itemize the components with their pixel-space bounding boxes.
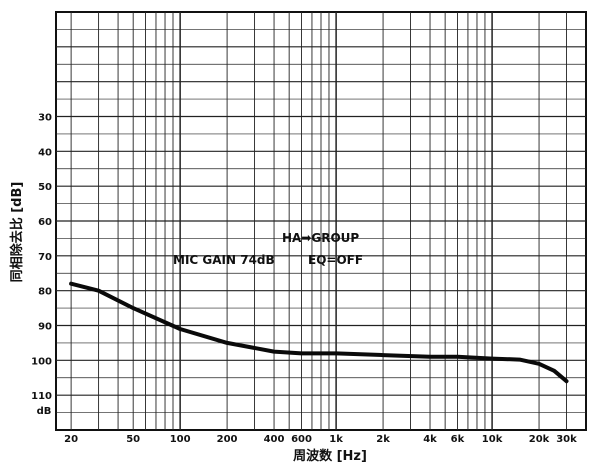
- y-tick-label: 60: [38, 217, 52, 228]
- y-axis-title: 同相除去比 [dB]: [9, 182, 25, 283]
- y-tick-label: 80: [38, 287, 52, 298]
- x-tick-label: 6k: [451, 434, 465, 445]
- x-tick-label: 2k: [376, 434, 390, 445]
- annotation-mic-gain: MIC GAIN 74dB: [173, 253, 275, 267]
- x-tick-label: 10k: [482, 434, 503, 445]
- x-tick-label: 600: [291, 434, 312, 445]
- y-tick-label: 30: [38, 113, 52, 124]
- x-tick-label: 200: [217, 434, 238, 445]
- x-tick-label: 30k: [556, 434, 577, 445]
- x-tick-label: 50: [126, 434, 140, 445]
- y-tick-label: 100: [31, 356, 52, 367]
- x-tick-label: 400: [264, 434, 285, 445]
- x-tick-label: 1k: [329, 434, 343, 445]
- annotation-routing: HA➡GROUP: [282, 231, 359, 245]
- x-tick-label: 100: [170, 434, 191, 445]
- x-tick-label: 20k: [529, 434, 550, 445]
- series-line: [69, 281, 569, 384]
- series-curve: [69, 281, 569, 384]
- x-axis-title: 周波数 [Hz]: [293, 448, 367, 464]
- y-tick-labels: 30 40 50 60 70 80 90 100 110: [31, 113, 52, 403]
- x-tick-label: 20: [64, 434, 78, 445]
- y-tick-label: 70: [38, 252, 52, 263]
- grid: [56, 12, 586, 430]
- x-tick-labels: 20 50 100 200 400 600 1k 2k 4k 6k 10k 20k 30k: [64, 434, 577, 445]
- y-tick-label: 40: [38, 147, 52, 158]
- y-tick-label: 50: [38, 182, 52, 193]
- annotation-eq: EQ=OFF: [308, 253, 363, 267]
- x-tick-label: 4k: [423, 434, 437, 445]
- y-tick-label: 110: [31, 391, 52, 402]
- y-unit-label: dB: [37, 406, 52, 417]
- y-tick-label: 90: [38, 322, 52, 333]
